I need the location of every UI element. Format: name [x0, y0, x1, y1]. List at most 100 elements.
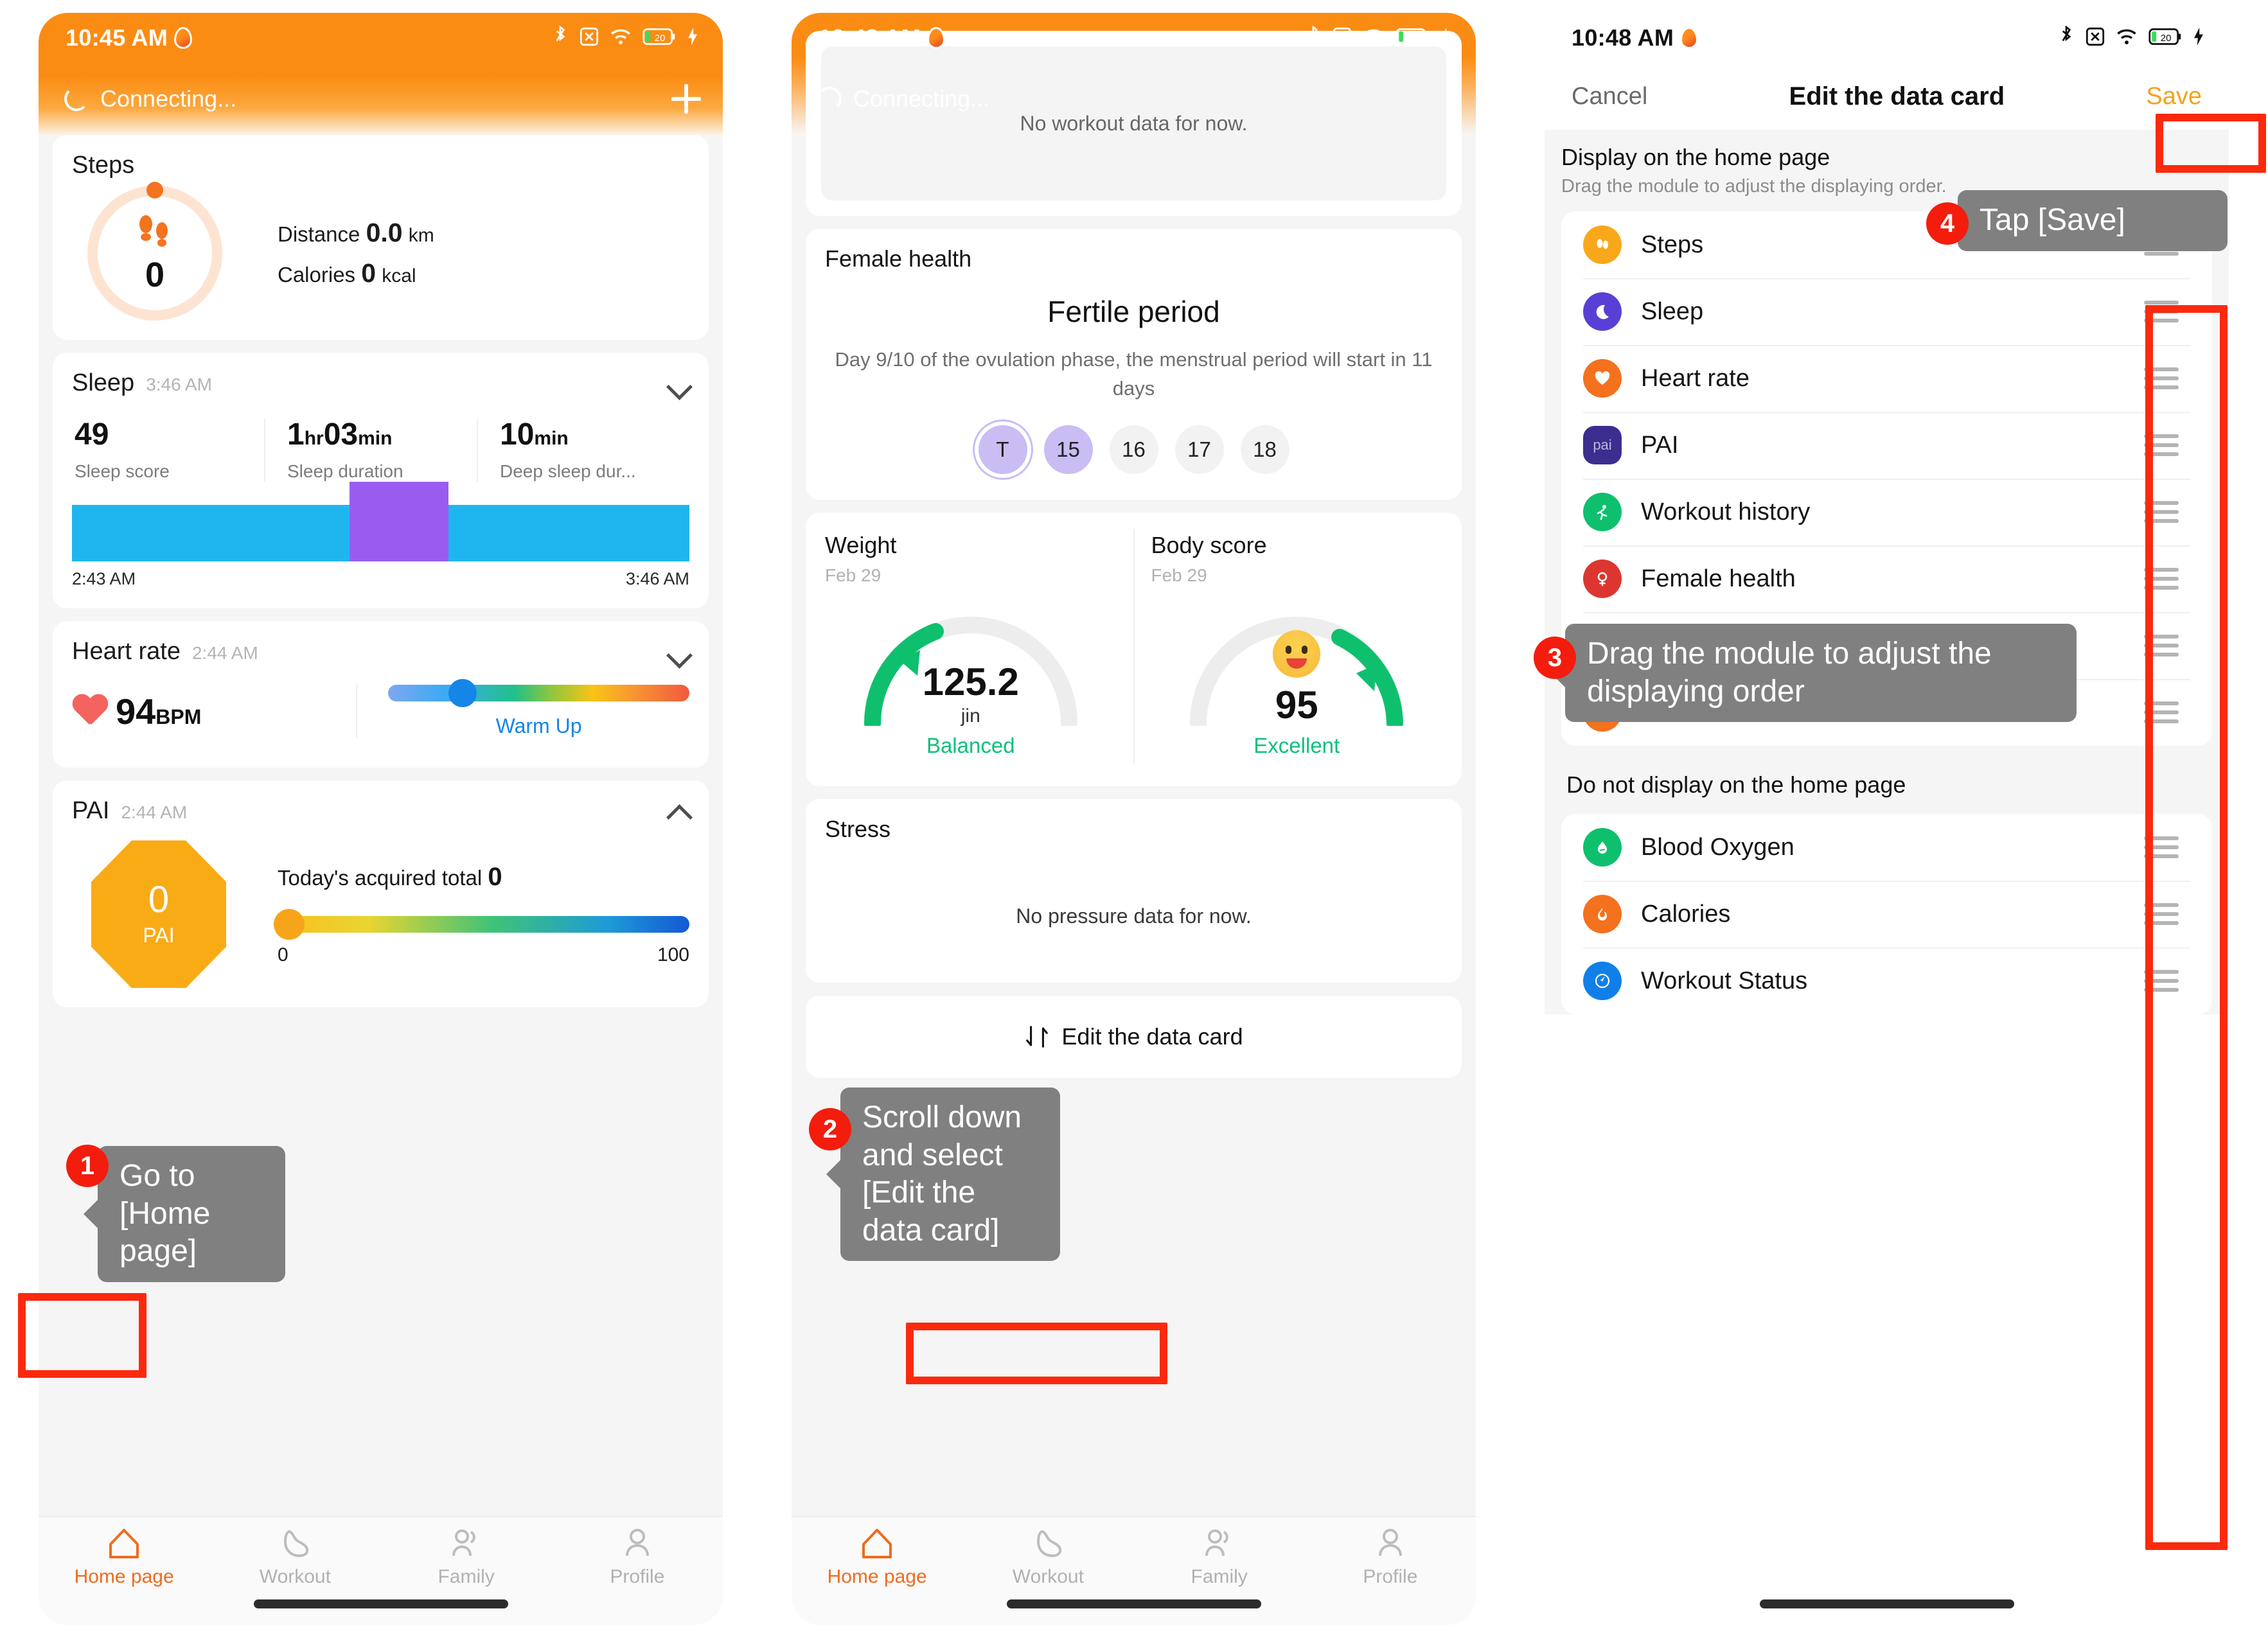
cycle-day[interactable]: 17 — [1174, 425, 1224, 474]
add-device-button[interactable] — [671, 84, 701, 114]
chevron-up-icon[interactable] — [668, 800, 689, 822]
list-item[interactable]: Blood Oxygen — [1561, 814, 2212, 881]
drag-handle-icon[interactable] — [2144, 301, 2179, 322]
list-item[interactable]: Female health — [1561, 545, 2212, 612]
heart-rate-value: 94 — [116, 691, 156, 732]
sleep-hours: 1 — [287, 418, 305, 452]
distance-value: 0.0 — [366, 218, 403, 247]
tab-home-page[interactable]: Home page — [39, 1528, 209, 1588]
distance-label: Distance — [278, 222, 360, 246]
calories-label: Calories — [278, 263, 356, 286]
home-scroll-1[interactable]: Steps 0 — [39, 135, 723, 1008]
svg-text:20: 20 — [655, 32, 666, 43]
drag-handle-icon[interactable] — [2144, 836, 2179, 858]
calories-value: 0 — [361, 258, 377, 288]
drag-handle-icon[interactable] — [2144, 970, 2179, 992]
pai-octagon: 0 PAI — [91, 840, 226, 989]
drag-handle-icon[interactable] — [2144, 635, 2179, 656]
sleep-card[interactable]: Sleep 3:46 AM 49 Sleep score 1hr03min S — [53, 353, 709, 609]
tab-profile[interactable]: Profile — [552, 1528, 723, 1588]
home-scroll-2[interactable]: No workout data for now. Female health F… — [792, 31, 1476, 1078]
day-label: 16 — [1122, 437, 1146, 461]
weight-panel[interactable]: Weight Feb 29 125.2 jin Balanced — [808, 529, 1133, 764]
pai-progress-marker — [274, 908, 305, 940]
tab-family[interactable]: Family — [1134, 1528, 1305, 1588]
list-item[interactable]: pai PAI — [1561, 412, 2212, 479]
app-indicator-icon — [174, 27, 193, 49]
drag-handle-icon[interactable] — [2144, 903, 2179, 925]
smiley-face-icon — [1273, 630, 1321, 678]
weight-date: Feb 29 — [825, 565, 882, 585]
stress-card[interactable]: Stress No pressure data for now. — [806, 798, 1462, 983]
steps-card[interactable]: Steps 0 — [53, 135, 709, 340]
list-item[interactable]: Calories — [1561, 881, 2212, 947]
bodyscore-panel[interactable]: Body score Feb 29 95 Excellent — [1133, 529, 1460, 764]
steps-distance-row: Distance 0.0 km — [278, 218, 434, 248]
weight-status: Balanced — [926, 733, 1015, 757]
connection-row-1: Connecting... — [39, 63, 723, 135]
pai-progress-bar — [274, 908, 689, 940]
list-item[interactable]: Workout Status — [1561, 947, 2212, 1014]
edit-body[interactable]: Display on the home page Drag the module… — [1545, 130, 2229, 1014]
list-item[interactable]: Heart rate — [1561, 345, 2212, 412]
cycle-day[interactable]: 18 — [1240, 425, 1289, 474]
heart-rate-card[interactable]: Heart rate 2:44 AM 94BPM Warm Up — [53, 621, 709, 768]
pai-timestamp: 2:44 AM — [121, 802, 188, 823]
tab-profile[interactable]: Profile — [1305, 1528, 1476, 1588]
status-time: 10:48 AM — [1572, 24, 1674, 51]
deep-sleep-unit: min — [534, 428, 569, 449]
wifi-icon — [2116, 27, 2138, 49]
bodyscore-gauge: 95 Excellent — [1151, 597, 1443, 758]
female-health-card[interactable]: Female health Fertile period Day 9/10 of… — [806, 229, 1462, 500]
no-sim-icon — [2086, 27, 2105, 49]
svg-text:z: z — [1607, 305, 1610, 312]
weight-title: Weight — [825, 531, 897, 558]
drag-handle-icon[interactable] — [2144, 434, 2179, 456]
module-label: Sleep — [1641, 297, 1704, 325]
loading-spinner-icon — [817, 87, 842, 111]
bodyscore-value: 95 — [1275, 683, 1318, 727]
chevron-down-icon[interactable] — [668, 641, 689, 663]
workout-card[interactable]: No workout data for now. — [806, 31, 1462, 216]
steps-calories-row: Calories 0 kcal — [278, 258, 434, 288]
phone-panel-edit: 10:48 AM 20 Cancel Edit the data card Sa… — [1545, 13, 2229, 1625]
edit-data-card-button[interactable]: Edit the data card — [806, 995, 1462, 1078]
running-icon — [1583, 493, 1622, 531]
drag-handle-icon[interactable] — [2144, 501, 2179, 523]
tab-family[interactable]: Family — [381, 1528, 552, 1588]
hidden-modules-list[interactable]: Blood Oxygen Calories Workout Status — [1561, 814, 2212, 1014]
chevron-down-icon[interactable] — [668, 373, 689, 394]
speedometer-icon — [1583, 962, 1622, 1000]
list-item[interactable]: Workout history — [1561, 479, 2212, 545]
tab-workout[interactable]: Workout — [209, 1528, 380, 1588]
cycle-day[interactable]: 16 — [1109, 425, 1158, 474]
weight-bodyscore-card[interactable]: Weight Feb 29 125.2 jin Balanced — [806, 512, 1462, 786]
list-item[interactable]: z Sleep — [1561, 278, 2212, 345]
loading-spinner-icon — [64, 87, 89, 111]
save-button[interactable]: Save — [2146, 82, 2202, 110]
pai-scale-max: 100 — [657, 944, 689, 965]
bottom-tab-bar-1[interactable]: Home page Workout Family Profile — [39, 1516, 723, 1625]
tab-label: Workout — [1012, 1566, 1084, 1587]
drag-handle-icon[interactable] — [2144, 701, 2179, 723]
drag-handle-icon[interactable] — [2144, 367, 2179, 389]
bluetooth-icon — [2058, 24, 2075, 51]
cycle-day-today[interactable]: T — [978, 425, 1027, 474]
tab-label: Family — [1191, 1566, 1248, 1587]
cycle-day-selector[interactable]: T 15 16 17 18 — [825, 425, 1442, 474]
pai-card[interactable]: PAI 2:44 AM 0 PAI Today's acquired total… — [53, 780, 709, 1008]
status-bar-2: 10:48 AM 20 — [792, 13, 1476, 63]
drag-handle-icon[interactable] — [2144, 568, 2179, 590]
heart-rate-title: Heart rate — [72, 638, 181, 665]
tab-home-page[interactable]: Home page — [792, 1528, 962, 1588]
cancel-button[interactable]: Cancel — [1572, 82, 1648, 110]
cycle-day[interactable]: 15 — [1043, 425, 1093, 474]
orange-header-1: 10:45 AM 20 Connecting... — [39, 13, 723, 135]
bodyscore-status: Excellent — [1254, 733, 1340, 757]
bottom-tab-bar-2[interactable]: Home page Workout Family Profile — [792, 1516, 1476, 1625]
deep-sleep-label: Deep sleep dur... — [500, 461, 636, 482]
tab-workout[interactable]: Workout — [962, 1528, 1133, 1588]
callout-3: Drag the module to adjust the displaying… — [1551, 624, 2077, 723]
tab-label: Family — [438, 1566, 495, 1587]
